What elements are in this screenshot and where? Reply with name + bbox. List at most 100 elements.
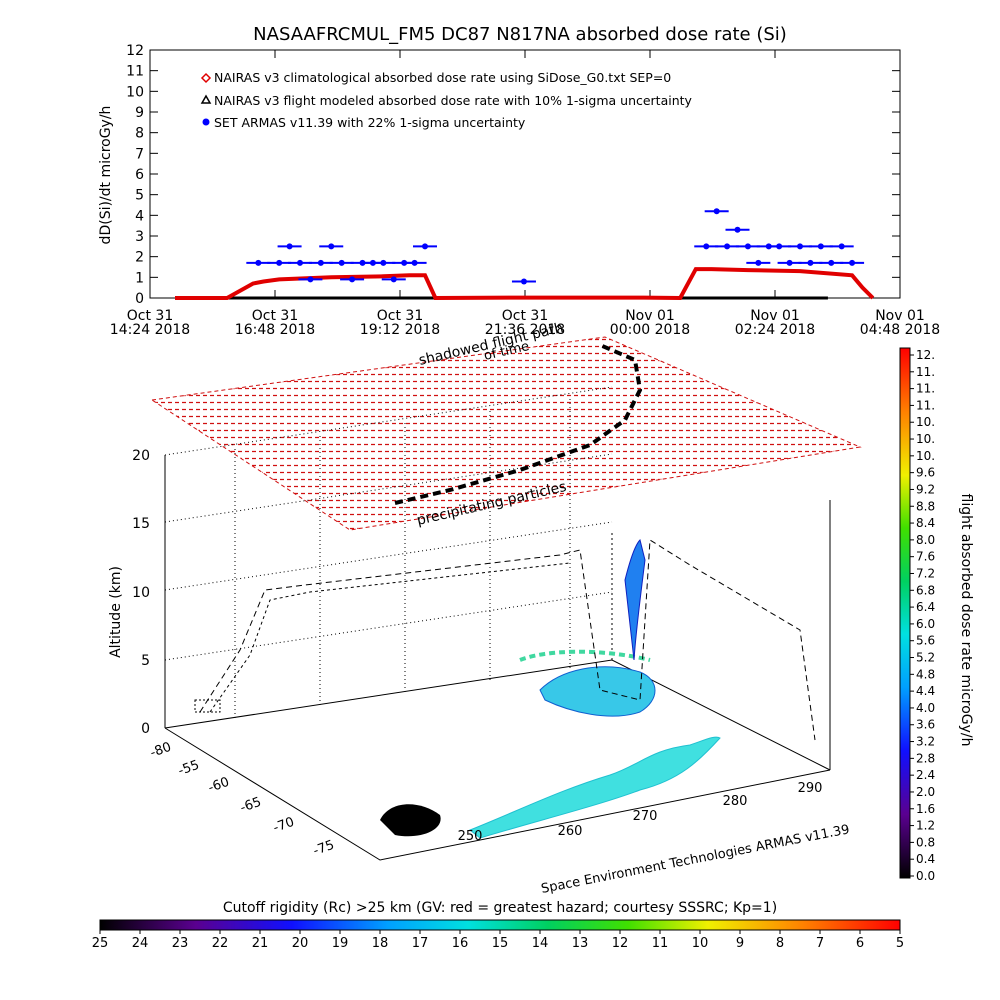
armas-point [724, 243, 731, 250]
y-tick-label: 7 [135, 146, 144, 162]
legend-marker-nairas-clim [200, 72, 212, 84]
rigidity-colorbar-label: 11 [652, 936, 669, 951]
map-3d: 0 5 10 15 20 Altitude (km) shadowed flig… [108, 320, 862, 897]
dose-colorbar-label: 11. [916, 398, 935, 412]
dose-colorbar-label: 11. [916, 382, 935, 396]
armas-point [338, 259, 345, 266]
dose-colorbar-label: 11. [916, 365, 935, 379]
chart-title: NASAAFRCMUL_FM5 DC87 N817NA absorbed dos… [253, 24, 787, 45]
x-tick-label-time: 16:48 2018 [235, 322, 315, 338]
dose-colorbar-label: 4.8 [916, 667, 935, 681]
armas-point [776, 243, 783, 250]
dose-colorbar-label: 8.4 [916, 516, 935, 530]
rigidity-colorbar-label: 15 [492, 936, 509, 951]
dose-colorbar-label: 0.8 [916, 835, 935, 849]
longitude-ticks: 250 260 270 280 290 [458, 781, 823, 844]
rigidity-colorbar-label: 12 [612, 936, 629, 951]
grid-horizontal [164, 386, 613, 456]
rigidity-colorbar-labels: 25 24 23 22 21 20 19 18 17 16 15 14 13 12 11 10 9 8 7 6 5 [92, 930, 904, 951]
latitude-tick-label: -70 [271, 815, 296, 836]
latitude-tick-label: -80 [148, 740, 173, 761]
armas-point [276, 259, 283, 266]
armas-point [807, 259, 814, 266]
rigidity-colorbar-label: 24 [132, 936, 149, 951]
rigidity-colorbar-label: 22 [212, 936, 229, 951]
rigidity-mesh-plane [150, 336, 862, 531]
legend-label-armas: SET ARMAS v11.39 with 22% 1-sigma uncert… [214, 115, 526, 130]
y-tick-label: 11 [126, 64, 144, 80]
legend-label-nairas-flight: NAIRAS v3 flight modeled absorbed dose r… [214, 93, 693, 108]
dose-colorbar-label: 1.6 [916, 802, 935, 816]
armas-point [411, 259, 418, 266]
legend: NAIRAS v3 climatological absorbed dose r… [200, 70, 693, 130]
dose-colorbar-label: 7.2 [916, 566, 935, 580]
grid-horizontal [164, 521, 613, 591]
z-tick-15: 15 [132, 516, 150, 532]
rigidity-colorbar-label: 18 [372, 936, 389, 951]
longitude-tick-label: 280 [723, 794, 748, 809]
latitude-tick-label: -65 [238, 795, 263, 816]
armas-point [703, 243, 710, 250]
dose-colorbar-label: 3.6 [916, 718, 935, 732]
y-axis-label: dD(Si)/dt microGy/h [98, 106, 114, 245]
dose-colorbar-label: 0.4 [916, 852, 935, 866]
y-tick-label: 0 [135, 291, 144, 307]
flight-path-shadow [209, 562, 571, 713]
armas-point [520, 278, 527, 285]
longitude-tick-label: 290 [798, 781, 823, 796]
rigidity-colorbar-label: 16 [452, 936, 469, 951]
x-tick-label-time: 14:24 2018 [110, 322, 190, 338]
y-tick-label: 8 [135, 126, 144, 142]
dose-colorbar [899, 347, 911, 879]
armas-point [797, 243, 803, 250]
dose-colorbar-label: 9.2 [916, 482, 935, 496]
latitude-tick-label: -75 [311, 838, 336, 859]
x-tick-label-date: Oct 31 [502, 308, 548, 324]
armas-point [255, 259, 262, 266]
dose-colorbar-label: 8.0 [916, 533, 935, 547]
rigidity-colorbar-title: Cutoff rigidity (Rc) >25 km (GV: red = g… [223, 900, 777, 916]
grid-horizontal [164, 591, 613, 661]
y-tick-label: 6 [135, 167, 144, 183]
rigidity-colorbar-label: 7 [816, 936, 824, 951]
armas-point [713, 208, 720, 215]
black-cluster [380, 804, 441, 837]
legend-marker-armas [202, 118, 210, 126]
latitude-ticks: -80-55-60 -65 -70 -75 [148, 740, 336, 859]
rigidity-colorbar-label: 20 [292, 936, 309, 951]
dose-colorbar-label: 6.0 [916, 617, 935, 631]
armas-point [755, 259, 762, 266]
x-tick-label-date: Oct 31 [252, 308, 298, 324]
rigidity-colorbar-label: 19 [332, 936, 349, 951]
armas-point [744, 243, 751, 250]
z-tick-10: 10 [132, 585, 150, 601]
armas-point [817, 243, 824, 250]
latitude-tick-label: -60 [206, 775, 231, 796]
rigidity-colorbar-label: 21 [252, 936, 269, 951]
x-tick-label-time: 04:48 2018 [860, 322, 940, 338]
armas-point [849, 259, 856, 266]
takeoff-cluster [194, 699, 221, 713]
dose-colorbar-label: 4.0 [916, 701, 935, 715]
x-tick-label-date: Nov 01 [750, 308, 800, 324]
armas-point [390, 276, 397, 283]
x-tick-label-date: Nov 01 [875, 308, 925, 324]
rigidity-colorbar-label: 25 [92, 936, 109, 951]
latitude-tick-label: -55 [176, 758, 201, 779]
y-tick-label: 1 [135, 270, 144, 286]
dose-colorbar-label: 3.2 [916, 735, 935, 749]
dose-colorbar-title: flight absorbed dose rate microGy/h [958, 494, 974, 747]
coastline-feature [469, 736, 721, 839]
dose-colorbar-label: 0.0 [916, 869, 935, 883]
dose-colorbar-label: 4.4 [916, 684, 935, 698]
y-tick-label: 2 [135, 250, 144, 266]
armas-point [286, 243, 293, 250]
rigidity-colorbar-label: 8 [776, 936, 784, 951]
armas-point [297, 259, 303, 266]
dose-colorbar-label: 6.8 [916, 583, 935, 597]
dose-colorbar-label: 2.8 [916, 751, 935, 765]
x-tick-label-time: 00:00 2018 [610, 322, 690, 338]
dose-streak [519, 649, 651, 662]
x-tick-label-date: Oct 31 [377, 308, 423, 324]
series-nairas-clim [175, 267, 875, 301]
